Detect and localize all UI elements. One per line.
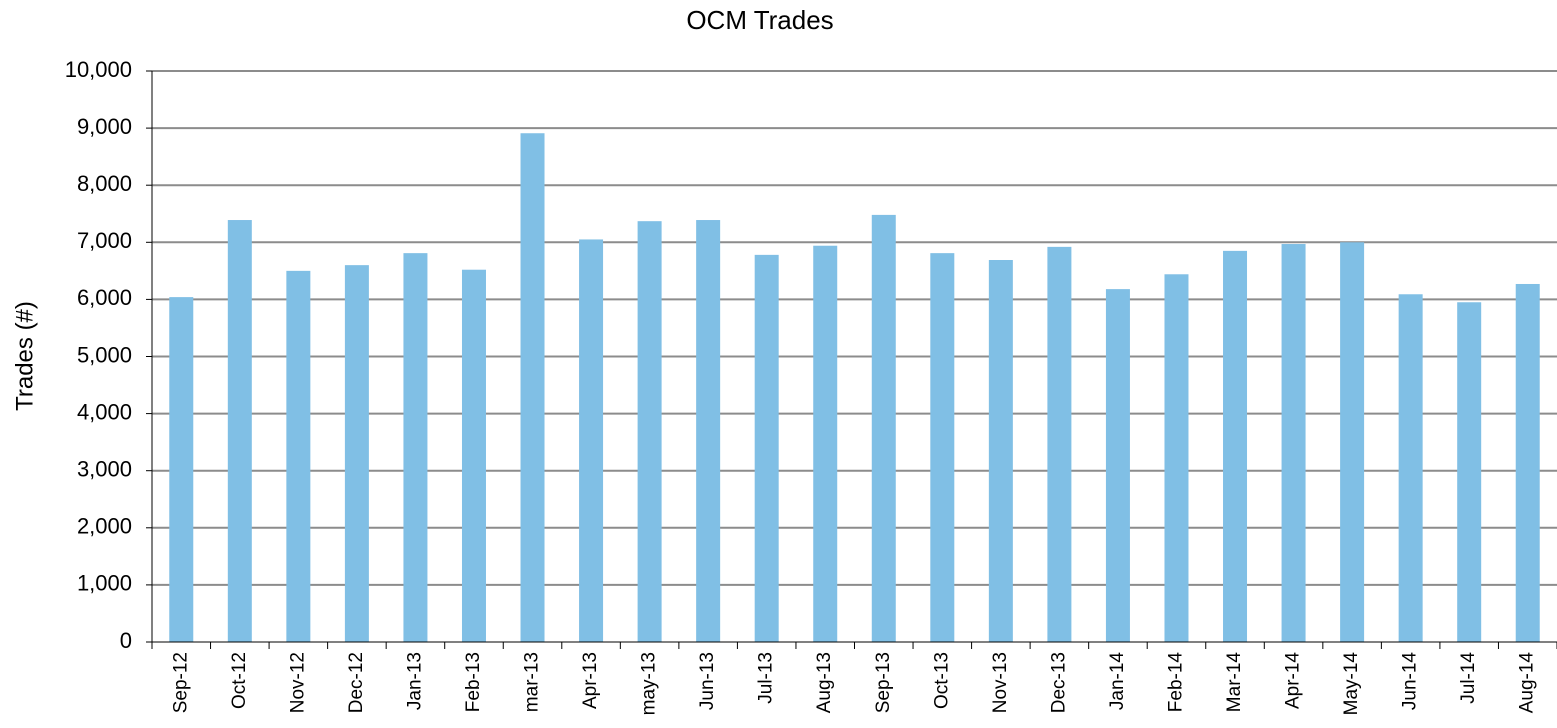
- bar: [461, 269, 486, 642]
- y-tick-label: 5,000: [77, 342, 132, 367]
- bar: [1457, 302, 1482, 642]
- x-tick-label: Jul-14: [1458, 652, 1479, 704]
- y-tick-label: 7,000: [77, 228, 132, 253]
- bar: [403, 253, 428, 643]
- x-tick-label: Jun-14: [1400, 652, 1421, 711]
- bar: [344, 265, 369, 642]
- x-tick-label: Apr-13: [580, 652, 601, 709]
- bar: [286, 270, 311, 642]
- bar: [637, 221, 662, 642]
- x-tick-label: Feb-14: [1165, 652, 1186, 713]
- y-tick-label: 3,000: [77, 457, 132, 482]
- x-tick-label: Sep-12: [170, 652, 191, 713]
- bar: [1515, 283, 1540, 642]
- bar: [754, 254, 779, 642]
- bar: [1164, 274, 1189, 642]
- bar: [813, 245, 838, 642]
- bar: [1047, 246, 1072, 643]
- x-tick-label: Feb-13: [463, 652, 484, 712]
- bar: [1281, 244, 1306, 642]
- bar: [930, 253, 955, 643]
- y-tick-label: 4,000: [77, 399, 132, 424]
- y-tick-label: 8,000: [77, 171, 132, 196]
- bar: [871, 214, 896, 642]
- bar: [696, 220, 721, 642]
- x-tick-label: Oct-12: [229, 652, 250, 709]
- bar: [227, 220, 252, 642]
- y-axis-title: Trades (#): [11, 301, 38, 411]
- x-tick-label: Dec-12: [346, 652, 367, 713]
- bar: [579, 239, 604, 642]
- x-tick-label: May-14: [1341, 652, 1362, 716]
- bar: [1398, 294, 1423, 642]
- x-tick-label: Aug-13: [814, 652, 835, 713]
- x-tick-label: Jun-13: [697, 652, 718, 710]
- x-tick-label: Nov-13: [990, 652, 1011, 713]
- bar: [1223, 250, 1248, 643]
- bar: [520, 133, 545, 642]
- y-tick-label: 10,000: [65, 57, 132, 82]
- x-tick-label: Sep-13: [873, 652, 894, 713]
- x-tick-label: may-13: [639, 652, 660, 715]
- x-tick-label: Oct-13: [931, 652, 952, 709]
- x-tick-label: Aug-14: [1517, 652, 1538, 714]
- x-tick-label: Jul-13: [756, 652, 777, 704]
- x-tick-label: Mar-14: [1224, 652, 1245, 713]
- y-tick-label: 0: [120, 628, 132, 653]
- x-tick-label: Dec-13: [1048, 652, 1069, 713]
- y-tick-label: 1,000: [77, 571, 132, 596]
- y-tick-label: 2,000: [77, 514, 132, 539]
- y-tick-label: 9,000: [77, 114, 132, 139]
- x-tick-label: Nov-12: [287, 652, 308, 713]
- bar: [1105, 289, 1130, 642]
- bar: [988, 260, 1013, 642]
- x-tick-label: mar-13: [522, 652, 543, 712]
- y-tick-label: 6,000: [77, 285, 132, 310]
- x-tick-label: Jan-13: [404, 652, 425, 710]
- bar: [1340, 242, 1365, 643]
- x-tick-label: Jan-14: [1107, 652, 1128, 711]
- x-tick-label: Apr-14: [1283, 652, 1304, 709]
- chart-title: OCM Trades: [686, 5, 833, 35]
- bar: [169, 297, 194, 642]
